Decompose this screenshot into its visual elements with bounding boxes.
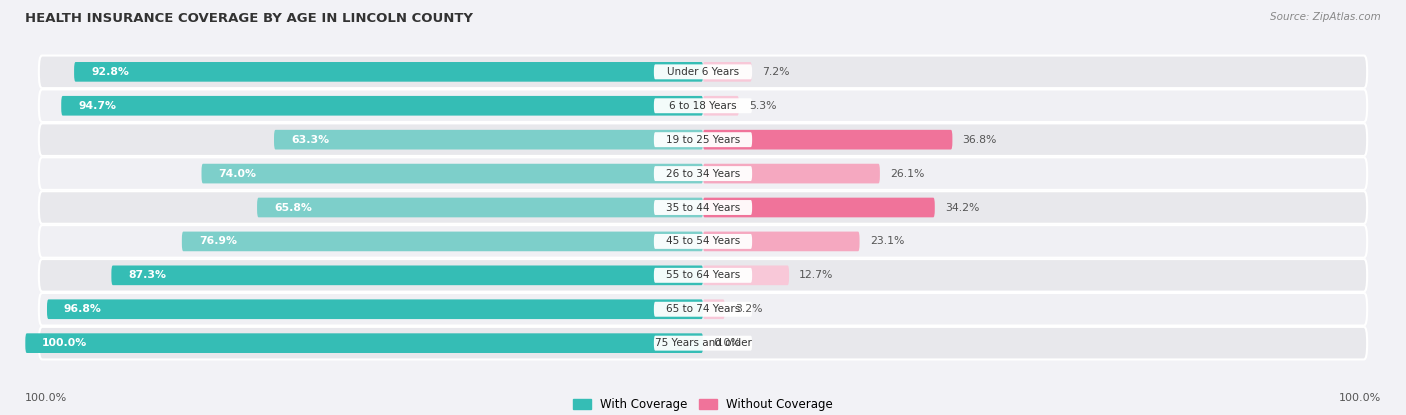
Text: 26.1%: 26.1% <box>890 168 924 178</box>
Text: 65.8%: 65.8% <box>274 203 312 212</box>
FancyBboxPatch shape <box>39 293 1367 325</box>
FancyBboxPatch shape <box>654 302 752 317</box>
FancyBboxPatch shape <box>654 166 752 181</box>
FancyBboxPatch shape <box>39 123 1367 156</box>
Text: 63.3%: 63.3% <box>291 135 329 145</box>
Text: 26 to 34 Years: 26 to 34 Years <box>666 168 740 178</box>
Text: 100.0%: 100.0% <box>25 393 67 403</box>
Text: 5.3%: 5.3% <box>749 101 776 111</box>
Text: Source: ZipAtlas.com: Source: ZipAtlas.com <box>1270 12 1381 22</box>
FancyBboxPatch shape <box>654 336 752 351</box>
Text: 0.0%: 0.0% <box>713 338 741 348</box>
FancyBboxPatch shape <box>703 266 789 285</box>
Text: 65 to 74 Years: 65 to 74 Years <box>666 304 740 314</box>
Text: 3.2%: 3.2% <box>735 304 762 314</box>
FancyBboxPatch shape <box>703 96 740 116</box>
Legend: With Coverage, Without Coverage: With Coverage, Without Coverage <box>568 393 838 415</box>
Text: 7.2%: 7.2% <box>762 67 789 77</box>
Text: 94.7%: 94.7% <box>79 101 117 111</box>
FancyBboxPatch shape <box>654 132 752 147</box>
FancyBboxPatch shape <box>654 98 752 113</box>
FancyBboxPatch shape <box>703 164 880 183</box>
Text: 92.8%: 92.8% <box>91 67 129 77</box>
FancyBboxPatch shape <box>703 62 752 82</box>
Text: Under 6 Years: Under 6 Years <box>666 67 740 77</box>
FancyBboxPatch shape <box>257 198 703 217</box>
Text: 23.1%: 23.1% <box>870 237 904 247</box>
Text: 34.2%: 34.2% <box>945 203 980 212</box>
FancyBboxPatch shape <box>39 56 1367 88</box>
Text: 35 to 44 Years: 35 to 44 Years <box>666 203 740 212</box>
Text: 19 to 25 Years: 19 to 25 Years <box>666 135 740 145</box>
FancyBboxPatch shape <box>39 225 1367 258</box>
FancyBboxPatch shape <box>654 64 752 79</box>
FancyBboxPatch shape <box>703 198 935 217</box>
FancyBboxPatch shape <box>39 157 1367 190</box>
FancyBboxPatch shape <box>62 96 703 116</box>
Text: 75 Years and older: 75 Years and older <box>655 338 751 348</box>
Text: 96.8%: 96.8% <box>63 304 101 314</box>
FancyBboxPatch shape <box>703 130 952 149</box>
FancyBboxPatch shape <box>181 232 703 251</box>
FancyBboxPatch shape <box>39 191 1367 224</box>
FancyBboxPatch shape <box>274 130 703 149</box>
FancyBboxPatch shape <box>39 259 1367 292</box>
FancyBboxPatch shape <box>25 333 703 353</box>
FancyBboxPatch shape <box>654 200 752 215</box>
Text: 36.8%: 36.8% <box>963 135 997 145</box>
Text: 12.7%: 12.7% <box>799 270 834 280</box>
Text: 45 to 54 Years: 45 to 54 Years <box>666 237 740 247</box>
FancyBboxPatch shape <box>703 232 859 251</box>
FancyBboxPatch shape <box>703 299 724 319</box>
FancyBboxPatch shape <box>39 327 1367 359</box>
FancyBboxPatch shape <box>111 266 703 285</box>
FancyBboxPatch shape <box>46 299 703 319</box>
FancyBboxPatch shape <box>654 234 752 249</box>
Text: HEALTH INSURANCE COVERAGE BY AGE IN LINCOLN COUNTY: HEALTH INSURANCE COVERAGE BY AGE IN LINC… <box>25 12 474 25</box>
FancyBboxPatch shape <box>201 164 703 183</box>
Text: 100.0%: 100.0% <box>42 338 87 348</box>
Text: 55 to 64 Years: 55 to 64 Years <box>666 270 740 280</box>
Text: 100.0%: 100.0% <box>1339 393 1381 403</box>
FancyBboxPatch shape <box>654 268 752 283</box>
FancyBboxPatch shape <box>39 90 1367 122</box>
FancyBboxPatch shape <box>75 62 703 82</box>
Text: 76.9%: 76.9% <box>198 237 236 247</box>
Text: 87.3%: 87.3% <box>128 270 166 280</box>
Text: 74.0%: 74.0% <box>218 168 256 178</box>
Text: 6 to 18 Years: 6 to 18 Years <box>669 101 737 111</box>
